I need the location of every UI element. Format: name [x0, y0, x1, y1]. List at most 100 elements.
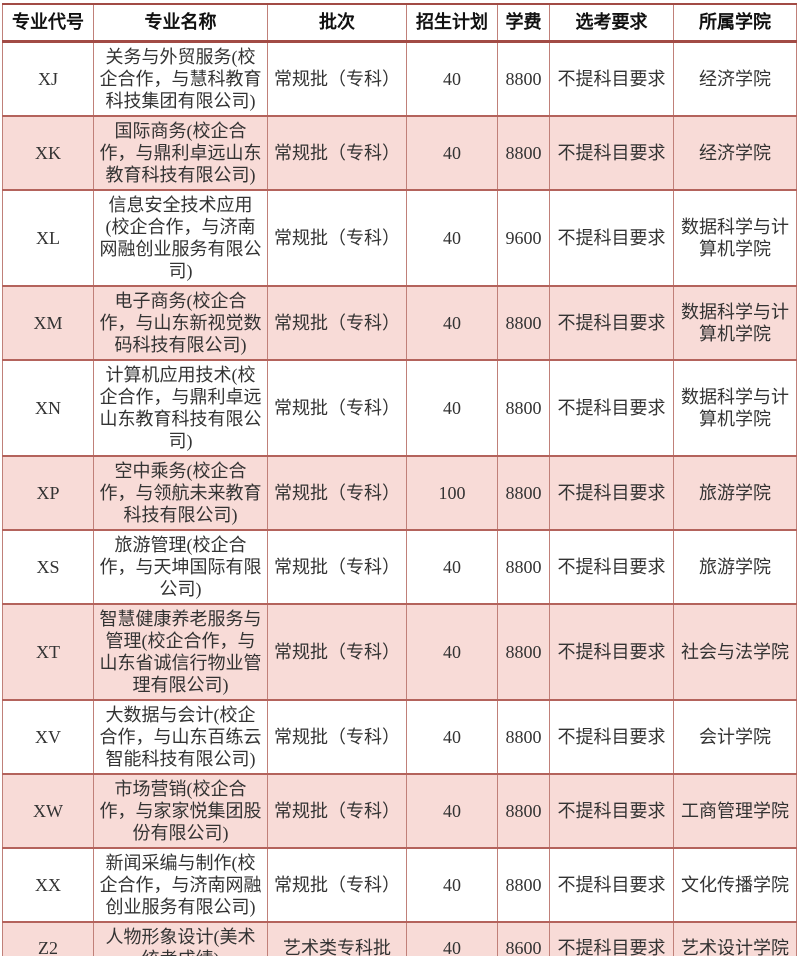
cell-tuition: 8800	[497, 602, 550, 701]
cell-examreq: 不提科目要求	[549, 454, 674, 531]
cell-college: 社会与法学院	[673, 602, 797, 701]
cell-examreq: 不提科目要求	[549, 698, 674, 775]
table-row: XM 电子商务(校企合作，与山东新视觉数码科技有限公司) 常规批（专科） 40 8800…	[2, 284, 797, 361]
cell-code: XK	[2, 114, 94, 191]
cell-name: 电子商务(校企合作，与山东新视觉数码科技有限公司)	[93, 284, 268, 361]
cell-college: 旅游学院	[673, 528, 797, 605]
cell-college: 旅游学院	[673, 454, 797, 531]
cell-examreq: 不提科目要求	[549, 40, 674, 117]
cell-batch: 艺术类专科批	[267, 920, 407, 956]
cell-college: 艺术设计学院	[673, 920, 797, 956]
cell-name: 计算机应用技术(校企合作，与鼎利卓远山东教育科技有限公司)	[93, 358, 268, 457]
cell-tuition: 9600	[497, 188, 550, 287]
cell-examreq: 不提科目要求	[549, 284, 674, 361]
cell-batch: 常规批（专科）	[267, 454, 407, 531]
cell-name: 人物形象设计(美术统考成绩)	[93, 920, 268, 956]
cell-name: 空中乘务(校企合作，与领航未来教育科技有限公司)	[93, 454, 268, 531]
cell-code: XJ	[2, 40, 94, 117]
cell-college: 数据科学与计算机学院	[673, 358, 797, 457]
cell-batch: 常规批（专科）	[267, 698, 407, 775]
cell-name: 国际商务(校企合作，与鼎利卓远山东教育科技有限公司)	[93, 114, 268, 191]
admissions-table: 专业代号 专业名称 批次 招生计划 学费 选考要求 所属学院 XJ 关务与外贸服务…	[2, 3, 797, 956]
cell-code: XM	[2, 284, 94, 361]
cell-plan: 40	[406, 920, 498, 956]
cell-tuition: 8800	[497, 846, 550, 923]
cell-batch: 常规批（专科）	[267, 772, 407, 849]
table-header: 专业代号 专业名称 批次 招生计划 学费 选考要求 所属学院	[2, 3, 797, 43]
cell-code: XL	[2, 188, 94, 287]
cell-tuition: 8600	[497, 920, 550, 956]
cell-tuition: 8800	[497, 528, 550, 605]
table-row: XK 国际商务(校企合作，与鼎利卓远山东教育科技有限公司) 常规批（专科） 40 880…	[2, 114, 797, 191]
table-row: XS 旅游管理(校企合作，与天坤国际有限公司) 常规批（专科） 40 8800 不提科目要…	[2, 528, 797, 605]
cell-plan: 40	[406, 528, 498, 605]
cell-college: 数据科学与计算机学院	[673, 284, 797, 361]
cell-code: XP	[2, 454, 94, 531]
cell-tuition: 8800	[497, 772, 550, 849]
cell-plan: 40	[406, 698, 498, 775]
cell-examreq: 不提科目要求	[549, 528, 674, 605]
table-row: XV 大数据与会计(校企合作，与山东百练云智能科技有限公司) 常规批（专科） 40 88…	[2, 698, 797, 775]
cell-college: 文化传播学院	[673, 846, 797, 923]
cell-code: Z2	[2, 920, 94, 956]
cell-batch: 常规批（专科）	[267, 188, 407, 287]
column-header-examreq: 选考要求	[549, 3, 674, 43]
cell-examreq: 不提科目要求	[549, 846, 674, 923]
cell-college: 经济学院	[673, 114, 797, 191]
column-header-tuition: 学费	[497, 3, 550, 43]
cell-code: XW	[2, 772, 94, 849]
cell-name: 智慧健康养老服务与管理(校企合作，与山东省诚信行物业管理有限公司)	[93, 602, 268, 701]
cell-college: 工商管理学院	[673, 772, 797, 849]
cell-code: XS	[2, 528, 94, 605]
cell-tuition: 8800	[497, 698, 550, 775]
cell-plan: 40	[406, 602, 498, 701]
cell-name: 关务与外贸服务(校企合作，与慧科教育科技集团有限公司)	[93, 40, 268, 117]
cell-batch: 常规批（专科）	[267, 40, 407, 117]
cell-tuition: 8800	[497, 358, 550, 457]
cell-plan: 40	[406, 772, 498, 849]
table-row: XL 信息安全技术应用(校企合作，与济南网融创业服务有限公司) 常规批（专科） 40 9…	[2, 188, 797, 287]
table-row: XX 新闻采编与制作(校企合作，与济南网融创业服务有限公司) 常规批（专科） 40 88…	[2, 846, 797, 923]
column-header-college: 所属学院	[673, 3, 797, 43]
cell-examreq: 不提科目要求	[549, 188, 674, 287]
cell-plan: 100	[406, 454, 498, 531]
column-header-name: 专业名称	[93, 3, 268, 43]
table-row: XP 空中乘务(校企合作，与领航未来教育科技有限公司) 常规批（专科） 100 8800…	[2, 454, 797, 531]
cell-examreq: 不提科目要求	[549, 114, 674, 191]
cell-batch: 常规批（专科）	[267, 114, 407, 191]
cell-tuition: 8800	[497, 40, 550, 117]
cell-name: 市场营销(校企合作，与家家悦集团股份有限公司)	[93, 772, 268, 849]
table-row: XW 市场营销(校企合作，与家家悦集团股份有限公司) 常规批（专科） 40 8800 不提…	[2, 772, 797, 849]
cell-plan: 40	[406, 284, 498, 361]
cell-tuition: 8800	[497, 284, 550, 361]
cell-examreq: 不提科目要求	[549, 358, 674, 457]
cell-college: 数据科学与计算机学院	[673, 188, 797, 287]
column-header-plan: 招生计划	[406, 3, 498, 43]
column-header-batch: 批次	[267, 3, 407, 43]
header-row: 专业代号 专业名称 批次 招生计划 学费 选考要求 所属学院	[2, 3, 797, 43]
cell-batch: 常规批（专科）	[267, 602, 407, 701]
cell-plan: 40	[406, 188, 498, 287]
table-body: XJ 关务与外贸服务(校企合作，与慧科教育科技集团有限公司) 常规批（专科） 40 88…	[2, 40, 797, 956]
cell-college: 会计学院	[673, 698, 797, 775]
cell-name: 旅游管理(校企合作，与天坤国际有限公司)	[93, 528, 268, 605]
cell-tuition: 8800	[497, 454, 550, 531]
cell-batch: 常规批（专科）	[267, 358, 407, 457]
cell-batch: 常规批（专科）	[267, 846, 407, 923]
cell-plan: 40	[406, 846, 498, 923]
cell-name: 信息安全技术应用(校企合作，与济南网融创业服务有限公司)	[93, 188, 268, 287]
cell-code: XT	[2, 602, 94, 701]
cell-examreq: 不提科目要求	[549, 602, 674, 701]
table-row: XN 计算机应用技术(校企合作，与鼎利卓远山东教育科技有限公司) 常规批（专科） 40…	[2, 358, 797, 457]
cell-batch: 常规批（专科）	[267, 284, 407, 361]
cell-plan: 40	[406, 114, 498, 191]
cell-tuition: 8800	[497, 114, 550, 191]
cell-name: 新闻采编与制作(校企合作，与济南网融创业服务有限公司)	[93, 846, 268, 923]
cell-code: XN	[2, 358, 94, 457]
cell-batch: 常规批（专科）	[267, 528, 407, 605]
cell-college: 经济学院	[673, 40, 797, 117]
column-header-code: 专业代号	[2, 3, 94, 43]
cell-examreq: 不提科目要求	[549, 920, 674, 956]
cell-code: XV	[2, 698, 94, 775]
